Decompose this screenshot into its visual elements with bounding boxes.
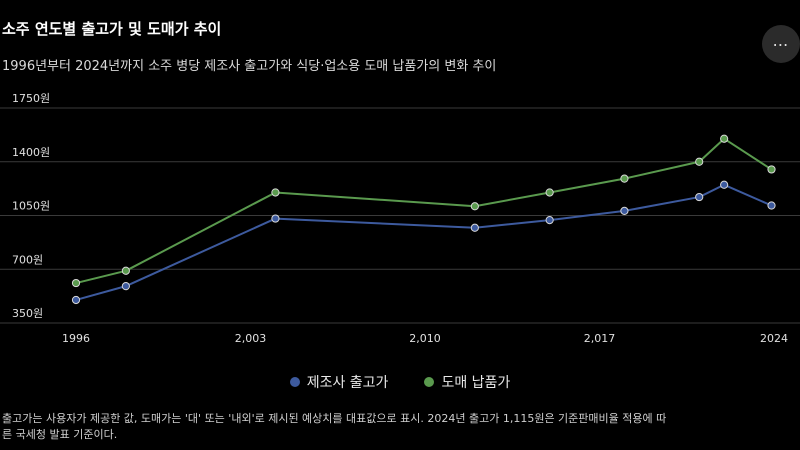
wholesale-price-point — [470, 202, 479, 211]
wholesale-price-point — [271, 188, 280, 197]
legend-wholesale-marker — [424, 377, 435, 387]
chart-title: 소주 연도별 출고가 및 도매가 추이 — [2, 20, 222, 38]
factory-price-point — [470, 223, 479, 232]
factory-price-point — [620, 206, 629, 215]
wholesale-price-point — [767, 165, 776, 174]
x-tick-label: 2,017 — [584, 332, 616, 345]
factory-price-point — [121, 282, 130, 291]
y-tick-label: 1750원 — [12, 92, 50, 105]
chart-legend: 제조사 출고가 도매 납품가 — [0, 372, 800, 392]
x-tick-label: 1996 — [62, 332, 90, 345]
chart-subtitle: 1996년부터 2024년까지 소주 병당 제조사 출고가와 식당·업소용 도매… — [2, 59, 497, 74]
factory-price-point — [767, 201, 776, 210]
wholesale-price-point — [121, 266, 130, 275]
legend-factory-label: 제조사 출고가 — [306, 375, 389, 391]
factory-price-point — [720, 180, 729, 189]
legend-factory-marker — [289, 377, 300, 387]
legend-item-factory[interactable]: 제조사 출고가 — [289, 372, 389, 392]
more-options-button[interactable]: ⋯ — [762, 25, 800, 63]
factory-price-point — [271, 214, 280, 223]
wholesale-price-point — [545, 188, 554, 197]
legend-item-wholesale[interactable]: 도매 납품가 — [424, 372, 510, 392]
footnote: 출고가는 사용자가 제공한 값, 도매가는 '대' 또는 '내외'로 제시된 예… — [2, 411, 798, 443]
wholesale-price-point — [720, 134, 729, 143]
factory-price-point — [71, 295, 81, 305]
y-tick-label: 1050원 — [12, 200, 50, 213]
x-tick-label: 2,003 — [235, 332, 267, 345]
legend-wholesale-label: 도매 납품가 — [441, 375, 511, 391]
wholesale-price-point — [695, 157, 704, 166]
x-tick-label: 2024 — [760, 332, 788, 345]
wholesale-price-point — [620, 174, 629, 183]
y-tick-label: 350원 — [12, 307, 43, 320]
factory-price-point — [695, 192, 704, 202]
ellipsis-icon: ⋯ — [772, 34, 790, 54]
y-tick-label: 1400원 — [12, 146, 50, 159]
footnote-line-1: 출고가는 사용자가 제공한 값, 도매가는 '대' 또는 '내외'로 제시된 예… — [2, 412, 667, 425]
y-tick-label: 700원 — [12, 253, 43, 266]
factory-price-point — [545, 216, 554, 225]
x-tick-label: 2,010 — [409, 332, 441, 345]
footnote-line-2: 른 국세청 발표 기준이다. — [2, 428, 118, 441]
wholesale-price-point — [71, 278, 81, 288]
